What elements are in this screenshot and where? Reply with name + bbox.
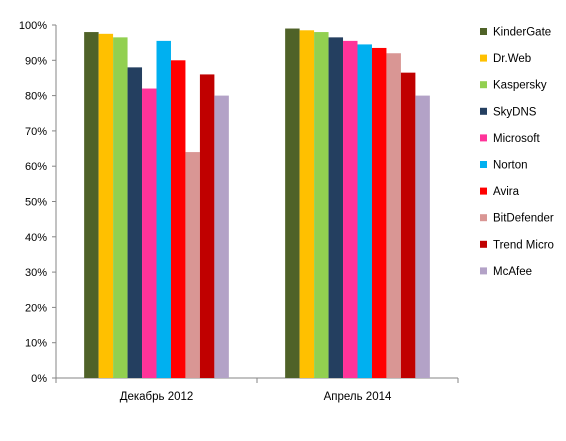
bar-kaspersky xyxy=(314,32,329,379)
x-axis: Декабрь 2012 Апрель 2014 xyxy=(55,377,459,403)
legend-swatch xyxy=(480,54,487,62)
legend-swatch xyxy=(480,28,487,35)
legend-swatch xyxy=(480,161,487,168)
bar-avira xyxy=(371,47,387,378)
bar-kindergate xyxy=(285,28,300,379)
bar-skydns xyxy=(127,67,143,379)
legend-swatch xyxy=(480,267,487,275)
bar-microsoft xyxy=(142,88,157,378)
x-category-label: Декабрь 2012 xyxy=(120,391,194,403)
legend-swatch xyxy=(480,240,487,248)
bar-bitdefender xyxy=(185,152,200,378)
y-tick-label: 0% xyxy=(31,373,47,385)
legend-swatch xyxy=(480,187,487,195)
legend-label: BitDefender xyxy=(493,213,554,225)
bar-norton xyxy=(156,40,171,378)
x-category-label: Апрель 2014 xyxy=(324,391,392,403)
bar-kaspersky xyxy=(113,37,128,378)
legend-label: Kaspersky xyxy=(493,80,547,92)
y-tick-label: 50% xyxy=(25,197,47,209)
bar-kindergate xyxy=(84,32,99,379)
legend: KinderGate Dr.Web Kaspersky SkyDNS Microsoft… xyxy=(480,27,554,278)
y-tick-label: 70% xyxy=(25,126,47,138)
bar-mcafee xyxy=(214,95,229,378)
bar-microsoft xyxy=(343,40,358,378)
legend-label: Avira xyxy=(493,186,520,198)
y-tick-label: 100% xyxy=(19,20,47,32)
y-tick-label: 40% xyxy=(25,232,47,244)
legend-swatch xyxy=(480,214,487,222)
y-tick-label: 90% xyxy=(25,55,47,67)
y-tick-label: 80% xyxy=(25,91,47,103)
bar-dr-web xyxy=(299,30,315,378)
bar-bitdefender xyxy=(386,53,401,379)
bar-trend-micro xyxy=(199,74,215,379)
y-tick-label: 60% xyxy=(25,161,47,173)
legend-swatch xyxy=(480,134,487,142)
bar-trend-micro xyxy=(400,72,416,378)
y-tick-label: 20% xyxy=(25,302,47,314)
legend-label: Dr.Web xyxy=(493,53,531,65)
bar-avira xyxy=(170,60,186,379)
y-tick-label: 30% xyxy=(25,267,47,279)
legend-label: Microsoft xyxy=(493,133,540,145)
y-axis: 0% 10% 20% 30% 40% 50% 60% 70% 80% 90% 100% xyxy=(19,20,57,385)
bars xyxy=(84,28,430,379)
legend-label: Norton xyxy=(493,160,528,172)
y-tick-label: 10% xyxy=(25,338,47,350)
bar-skydns xyxy=(328,37,344,378)
bar-dr-web xyxy=(98,33,114,378)
legend-swatch xyxy=(480,107,487,115)
legend-label: SkyDNS xyxy=(493,106,537,118)
legend-label: KinderGate xyxy=(493,27,551,39)
bar-norton xyxy=(357,44,372,378)
bar-mcafee xyxy=(415,95,430,378)
legend-swatch xyxy=(480,81,487,89)
legend-label: Trend Micro xyxy=(493,239,554,251)
legend-label: McAfee xyxy=(493,266,532,278)
